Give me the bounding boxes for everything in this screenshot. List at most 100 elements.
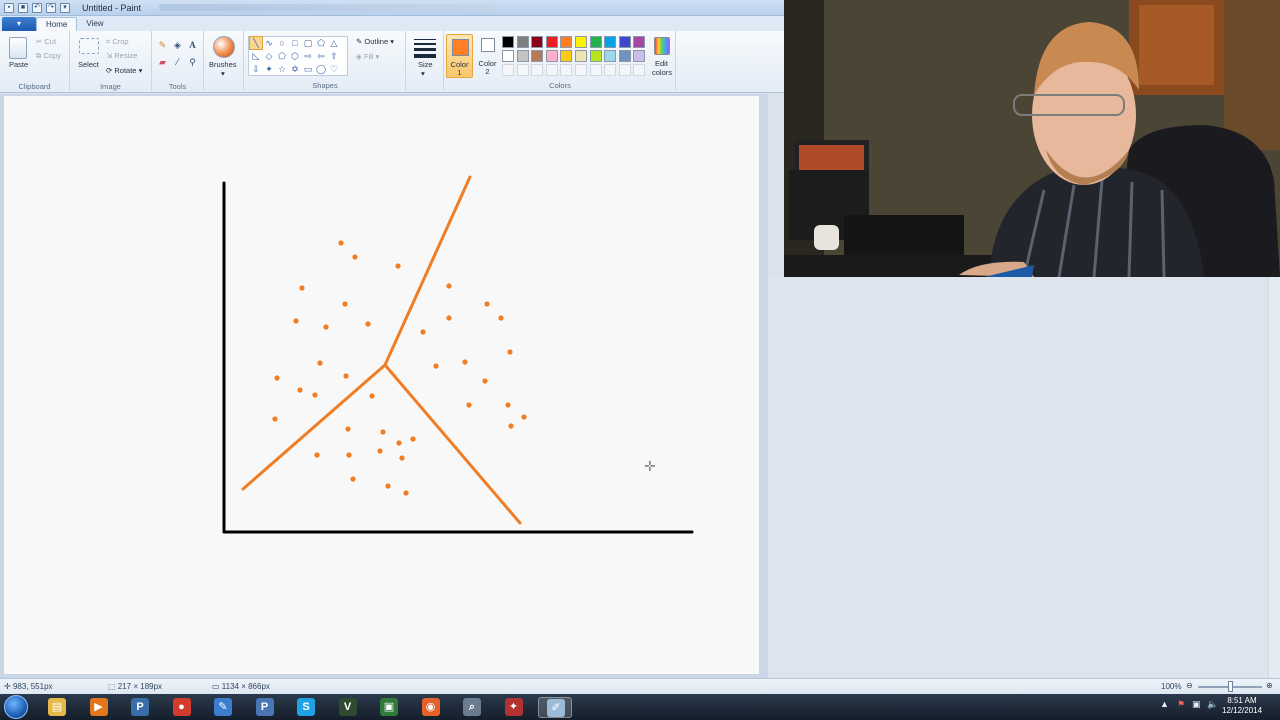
tray-alert-icon[interactable]: ⚑ [1177, 699, 1186, 709]
right-triangle-shape-icon[interactable]: ◺ [252, 51, 260, 61]
eraser-icon[interactable]: ▰ [159, 57, 166, 67]
arrow-left-shape-icon[interactable]: ⇦ [317, 51, 325, 61]
paste-icon[interactable] [9, 37, 27, 59]
palette-swatch[interactable] [575, 50, 587, 62]
palette-swatch[interactable] [560, 50, 573, 62]
palette-swatch[interactable] [545, 36, 558, 48]
palette-swatch[interactable] [633, 36, 646, 48]
custom-color-slot[interactable] [633, 64, 646, 76]
fill-button[interactable]: ◈ Fill ▾ [356, 52, 380, 61]
arrow-down-shape-icon[interactable]: ⇩ [252, 64, 260, 74]
text-tool-icon[interactable]: A [189, 40, 196, 50]
drawing-canvas[interactable]: ✛ [4, 96, 759, 674]
magnifier-icon[interactable]: ⚲ [189, 57, 196, 67]
pentagon-shape-icon[interactable]: ⬠ [278, 51, 286, 61]
select-button[interactable]: Select [78, 60, 99, 69]
callout-rect-shape-icon[interactable]: ▭ [303, 64, 313, 74]
rectangle-shape-icon[interactable]: □ [292, 38, 298, 48]
tray-network-icon[interactable]: ▣ [1192, 699, 1201, 709]
palette-swatch[interactable] [502, 36, 514, 48]
custom-color-slot[interactable] [516, 64, 529, 76]
tab-home[interactable]: Home [36, 17, 78, 31]
vertical-scrollbar[interactable] [1268, 277, 1280, 678]
rotate-button[interactable]: ⟳ Rotate ▾ [106, 66, 143, 75]
custom-color-slot[interactable] [502, 64, 514, 76]
star5-shape-icon[interactable]: ☆ [277, 64, 287, 74]
save-icon[interactable]: ■ [18, 2, 28, 13]
edit-colors-icon[interactable] [654, 37, 670, 55]
palette-swatch[interactable] [618, 36, 631, 48]
palette-swatch[interactable] [502, 50, 514, 62]
taskbar-app-button[interactable]: P [248, 697, 282, 718]
palette-swatch[interactable] [604, 36, 617, 48]
custom-color-slot[interactable] [604, 64, 617, 76]
outline-button[interactable]: ✎ Outline ▾ [356, 37, 394, 46]
copy-button[interactable]: ⧉ Copy [36, 51, 61, 60]
redo-icon[interactable]: ↷ [46, 2, 56, 13]
tray-expand-icon[interactable]: ▲ [1160, 699, 1169, 709]
color-picker-icon[interactable]: ⁄ [176, 57, 179, 67]
taskbar-app-button[interactable]: ◉ [414, 697, 448, 718]
palette-swatch[interactable] [604, 50, 617, 62]
start-button[interactable] [4, 695, 28, 719]
diamond-shape-icon[interactable]: ◇ [265, 51, 273, 61]
oval-shape-icon[interactable]: ○ [279, 38, 285, 48]
color1-button[interactable]: Color 1 [446, 34, 473, 78]
palette-swatch[interactable] [560, 36, 573, 48]
undo-icon[interactable]: ↶ [32, 2, 42, 13]
palette-swatch[interactable] [575, 36, 587, 48]
star4-shape-icon[interactable]: ✦ [265, 64, 273, 74]
taskbar-app-button[interactable]: ✐ [538, 697, 572, 718]
dropdown-icon[interactable]: ▾ [60, 2, 70, 13]
edit-colors-label-line2[interactable]: colors [652, 68, 673, 77]
palette-swatch[interactable] [633, 50, 646, 62]
taskbar-app-button[interactable]: ▣ [372, 697, 406, 718]
palette-swatch[interactable] [516, 36, 529, 48]
paste-button[interactable]: Paste [9, 60, 29, 69]
triangle-shape-icon[interactable]: △ [330, 38, 338, 48]
palette-swatch[interactable] [531, 36, 544, 48]
taskbar-app-button[interactable]: ✦ [497, 697, 531, 718]
custom-color-slot[interactable] [531, 64, 544, 76]
fill-bucket-icon[interactable]: ◈ [174, 40, 181, 50]
zoom-out-icon[interactable]: ⊖ [1186, 681, 1193, 690]
zoom-slider-thumb[interactable] [1228, 681, 1233, 692]
palette-swatch[interactable] [545, 50, 558, 62]
heart-shape-icon[interactable]: ♡ [329, 64, 339, 74]
arrow-up-shape-icon[interactable]: ⇧ [330, 51, 338, 61]
crop-button[interactable]: ⌗ Crop [106, 37, 129, 46]
tab-view[interactable]: View [86, 19, 104, 28]
star6-shape-icon[interactable]: ✡ [291, 64, 299, 74]
taskbar-app-button[interactable]: ⌕ [455, 697, 489, 718]
palette-swatch[interactable] [516, 50, 529, 62]
palette-swatch[interactable] [589, 50, 602, 62]
color2-button[interactable]: Color 2 [474, 34, 501, 78]
palette-swatch[interactable] [589, 36, 602, 48]
taskbar-clock[interactable]: 8:51 AM 12/12/2014 [1222, 696, 1262, 716]
cut-button[interactable]: ✂ Cut [36, 37, 57, 46]
taskbar-app-button[interactable]: V [331, 697, 365, 718]
brushes-button[interactable]: Brushes [209, 60, 237, 69]
hexagon-shape-icon[interactable]: ⬡ [291, 51, 299, 61]
select-icon[interactable] [79, 38, 99, 54]
palette-swatch[interactable] [531, 50, 544, 62]
line-shape-icon[interactable]: ╲ [249, 36, 263, 50]
taskbar-app-button[interactable]: ▤ [40, 697, 74, 718]
custom-color-slot[interactable] [560, 64, 573, 76]
taskbar-app-button[interactable]: S [289, 697, 323, 718]
callout-oval-shape-icon[interactable]: ◯ [315, 64, 327, 74]
arrow-right-shape-icon[interactable]: ⇨ [304, 51, 312, 61]
taskbar-app-button[interactable]: P [123, 697, 157, 718]
zoom-in-icon[interactable]: ⊕ [1266, 681, 1273, 690]
palette-swatch[interactable] [618, 50, 631, 62]
rounded-rectangle-shape-icon[interactable]: ▢ [303, 38, 313, 48]
brush-icon[interactable] [213, 36, 235, 58]
taskbar-app-button[interactable]: ● [165, 697, 199, 718]
size-dropdown-icon[interactable]: ▾ [421, 69, 425, 78]
size-button[interactable]: Size [418, 60, 433, 69]
custom-color-slot[interactable] [589, 64, 602, 76]
polygon-shape-icon[interactable]: ⬠ [317, 38, 325, 48]
taskbar-app-button[interactable]: ▶ [82, 697, 116, 718]
tray-volume-icon[interactable]: 🔈 [1207, 699, 1219, 709]
taskbar-app-button[interactable]: ✎ [206, 697, 240, 718]
